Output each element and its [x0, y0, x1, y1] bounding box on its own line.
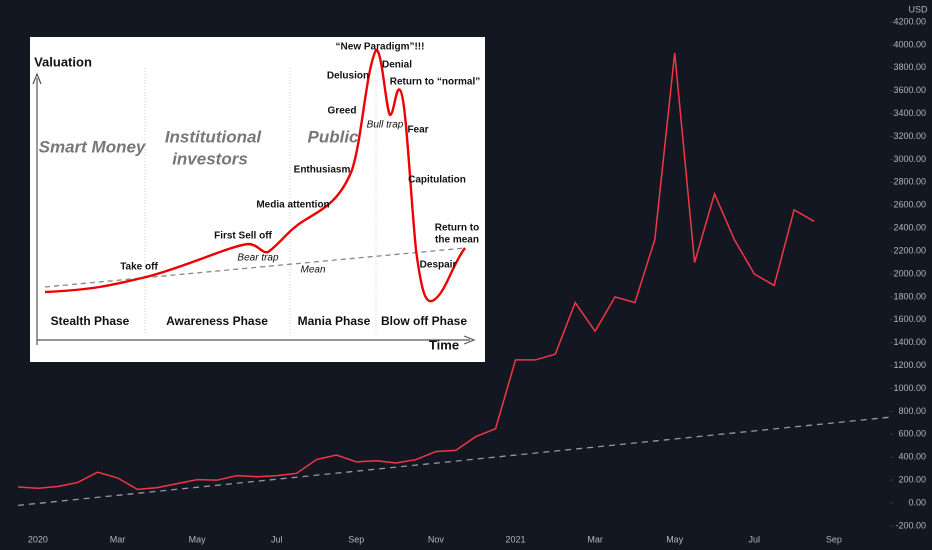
phase-label: Mania Phase — [298, 314, 371, 328]
phase-label: Blow off Phase — [381, 314, 467, 328]
x-tick-label: Mar — [587, 534, 603, 544]
y-tick-label: 3400.00 — [893, 108, 926, 118]
x-tick-label: Sep — [348, 534, 364, 544]
y-tick-label: -200.00 — [895, 520, 926, 530]
inset-axes — [32, 72, 476, 345]
stage-label: Return to “normal” — [390, 77, 481, 88]
stage-label: Bull trap — [367, 120, 404, 131]
stage-label: Bear trap — [237, 253, 279, 264]
x-tick-label: Jul — [749, 534, 761, 544]
stage-label: Mean — [300, 265, 325, 276]
x-tick-label: Sep — [826, 534, 842, 544]
stage-label: Despair — [420, 260, 457, 271]
y-tick-label: 600.00 — [898, 429, 926, 439]
trendline — [17, 416, 891, 507]
stage-label: the mean — [435, 235, 479, 246]
group-label: investors — [172, 149, 248, 168]
y-tick-label: 3600.00 — [893, 85, 926, 95]
y-tick-label: 0.00 — [908, 497, 926, 507]
x-tick-label: 2021 — [505, 534, 525, 544]
y-tick-label: 3000.00 — [893, 154, 926, 164]
inset-curve — [44, 48, 466, 303]
x-tick-label: Jul — [271, 534, 283, 544]
inset-x-label: Time — [429, 337, 459, 352]
stage-label: Delusion — [327, 71, 369, 82]
x-tick-label: Nov — [428, 534, 445, 544]
x-tick-label: May — [189, 534, 207, 544]
x-tick-label: Mar — [110, 534, 126, 544]
inset-mean-line — [44, 247, 466, 288]
y-tick-label: 4000.00 — [893, 39, 926, 49]
x-tick-label: May — [666, 534, 684, 544]
y-tick-label: 1000.00 — [893, 383, 926, 393]
group-label: Institutional — [165, 127, 263, 146]
y-tick-label: 400.00 — [898, 452, 926, 462]
y-tick-label: 2200.00 — [893, 245, 926, 255]
y-tick-label: 3800.00 — [893, 62, 926, 72]
stage-label: Capitulation — [408, 175, 466, 186]
y-tick-label: 1600.00 — [893, 314, 926, 324]
group-label: Public — [307, 127, 359, 146]
y-tick-label: 4200.00 — [893, 16, 926, 26]
price-line — [17, 52, 815, 491]
phase-label: Stealth Phase — [51, 314, 130, 328]
inset-background — [30, 37, 485, 362]
y-tick-label: 1200.00 — [893, 360, 926, 370]
y-tick-label: 2600.00 — [893, 200, 926, 210]
stage-label: “New Paradigm”!!! — [336, 42, 425, 53]
group-label: Smart Money — [39, 137, 147, 156]
inset-diagram: Valuation Time Smart Money Institutional… — [30, 37, 485, 362]
y-tick-label: 2400.00 — [893, 223, 926, 233]
y-tick-label: 1400.00 — [893, 337, 926, 347]
stage-label: Take off — [120, 262, 158, 273]
stage-label: Fear — [407, 125, 428, 136]
y-tick-label: 1800.00 — [893, 291, 926, 301]
inset-y-label: Valuation — [34, 54, 92, 69]
stage-label: Denial — [382, 60, 412, 71]
phase-dividers — [144, 68, 377, 335]
stage-label: First Sell off — [214, 231, 272, 242]
stage-label: Enthusiasm — [294, 165, 351, 176]
y-tick-label: 2000.00 — [893, 268, 926, 278]
y-tick-label: 800.00 — [898, 406, 926, 416]
y-tick-label: 200.00 — [898, 475, 926, 485]
stage-label: Media attention — [256, 200, 329, 211]
stage-label: Greed — [328, 106, 357, 117]
stage-label: Return to — [435, 223, 479, 234]
x-tick-label: 2020 — [28, 534, 48, 544]
phase-label: Awareness Phase — [166, 314, 268, 328]
currency-label: USD — [908, 4, 928, 14]
y-tick-label: 3200.00 — [893, 131, 926, 141]
y-tick-label: 2800.00 — [893, 177, 926, 187]
